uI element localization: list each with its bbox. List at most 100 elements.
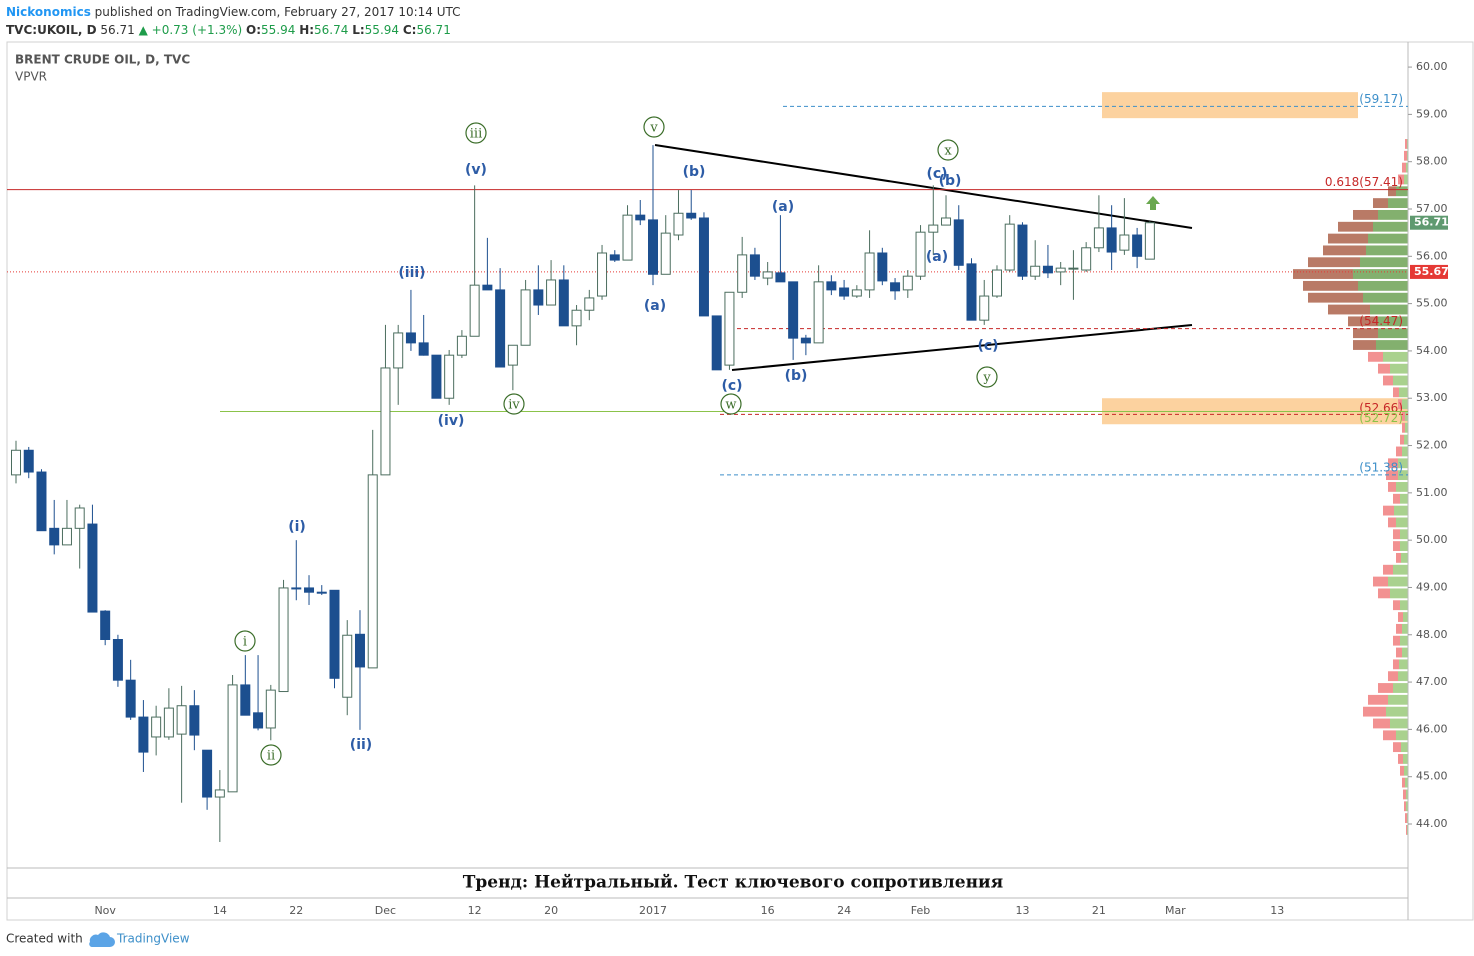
profile-down bbox=[1400, 765, 1404, 776]
candle-body bbox=[202, 749, 213, 798]
target-zone bbox=[1102, 92, 1358, 119]
profile-up bbox=[1402, 647, 1408, 658]
candle-body bbox=[698, 217, 709, 317]
profile-down bbox=[1378, 588, 1390, 599]
symbol: TVC:UKOIL, D bbox=[6, 23, 97, 37]
footer-created: Created with bbox=[6, 932, 83, 946]
candle-body bbox=[928, 224, 939, 233]
profile-down bbox=[1383, 564, 1393, 575]
candle-body bbox=[176, 705, 187, 735]
x-tick-label: 20 bbox=[544, 904, 558, 917]
x-tick-label: Mar bbox=[1165, 904, 1186, 917]
y-tick-label: 59.00 bbox=[1416, 107, 1448, 120]
candle-body bbox=[597, 252, 608, 297]
banner: Тренд: Нейтральный. Тест ключевого сопро… bbox=[463, 873, 1003, 893]
profile-down bbox=[1373, 198, 1388, 208]
candle-body bbox=[125, 679, 136, 718]
candle-body bbox=[482, 284, 493, 291]
profile-up bbox=[1396, 186, 1408, 197]
candle-body bbox=[151, 716, 162, 738]
profile-up bbox=[1403, 754, 1408, 764]
profile-up bbox=[1373, 221, 1408, 232]
profile-down bbox=[1308, 257, 1360, 268]
candle-body bbox=[839, 287, 850, 297]
candle-body bbox=[635, 214, 646, 221]
wave-circle bbox=[465, 122, 487, 144]
profile-up bbox=[1400, 529, 1408, 540]
profile-down bbox=[1396, 647, 1402, 658]
author[interactable]: Nickonomics bbox=[6, 5, 91, 19]
x-tick-label: Dec bbox=[375, 904, 396, 917]
symbol-line: TVC:UKOIL, D 56.71 ▲ +0.73 (+1.3%) O:55.… bbox=[6, 23, 451, 37]
logo bbox=[89, 932, 115, 947]
candle-body bbox=[163, 707, 174, 738]
candle-body bbox=[558, 279, 569, 327]
change-arrow: ▲ bbox=[139, 23, 149, 37]
wave-label: (v) bbox=[465, 162, 487, 178]
candle-body bbox=[686, 212, 697, 219]
candle-body bbox=[851, 289, 862, 297]
candle-body bbox=[622, 214, 633, 261]
wave-circle bbox=[976, 366, 998, 388]
profile-up bbox=[1396, 730, 1408, 741]
level-label: (51.38) bbox=[1359, 460, 1403, 474]
y-tick-label: 48.00 bbox=[1416, 628, 1448, 641]
candle-body bbox=[253, 712, 264, 729]
candle-body bbox=[1068, 267, 1079, 270]
profile-up bbox=[1406, 789, 1408, 800]
wave-label: (c) bbox=[721, 378, 742, 394]
profile-down bbox=[1388, 186, 1396, 197]
profile-down bbox=[1393, 659, 1399, 670]
profile-up bbox=[1404, 765, 1408, 776]
x-tick-label: 16 bbox=[761, 904, 775, 917]
candle-body bbox=[1030, 265, 1041, 277]
candle-body bbox=[788, 281, 799, 339]
candle-body bbox=[431, 354, 442, 399]
candle-body bbox=[418, 342, 429, 356]
wave-circle bbox=[937, 139, 959, 161]
profile-up bbox=[1378, 328, 1408, 339]
y-tick-label: 46.00 bbox=[1416, 722, 1448, 735]
wave-label: (c) bbox=[977, 338, 998, 354]
wave-label: (a) bbox=[644, 298, 666, 314]
wave-label: (a) bbox=[772, 199, 794, 215]
level-label: (52.72) bbox=[1359, 411, 1403, 425]
candle-body bbox=[304, 587, 315, 593]
profile-up bbox=[1402, 399, 1408, 410]
candle-body bbox=[342, 634, 353, 698]
wave-label-circled: w bbox=[725, 398, 736, 413]
profile-up bbox=[1390, 588, 1408, 599]
wave-label: (iii) bbox=[398, 265, 425, 281]
profile-up bbox=[1403, 612, 1408, 622]
candle-body bbox=[1081, 247, 1092, 271]
profile-down bbox=[1368, 694, 1388, 705]
profile-down bbox=[1398, 399, 1402, 410]
candle-body bbox=[813, 281, 824, 344]
wave-label-circled: iii bbox=[470, 127, 482, 142]
profile-up bbox=[1388, 576, 1408, 587]
wave-label-circled: y bbox=[982, 371, 991, 386]
profile-down bbox=[1373, 576, 1388, 587]
y-tick-label: 53.00 bbox=[1416, 391, 1448, 404]
profile-down bbox=[1328, 304, 1370, 315]
candle-body bbox=[1106, 227, 1117, 253]
candle-body bbox=[890, 282, 901, 292]
footer-brand[interactable]: TradingView bbox=[116, 932, 190, 946]
profile-down bbox=[1396, 446, 1402, 457]
candle-body bbox=[316, 591, 327, 594]
profile-up bbox=[1386, 706, 1408, 717]
candle-body bbox=[240, 684, 251, 716]
profile-down bbox=[1400, 434, 1404, 445]
candle-body bbox=[749, 254, 760, 277]
candle-body bbox=[673, 212, 684, 236]
price-badge-label: 56.71 bbox=[1414, 216, 1449, 229]
candle-body bbox=[800, 337, 811, 344]
candle-body bbox=[444, 354, 455, 399]
price-badge-label: 55.67 bbox=[1414, 265, 1449, 278]
y-tick-label: 54.00 bbox=[1416, 344, 1448, 357]
profile-down bbox=[1353, 328, 1378, 339]
profile-down bbox=[1388, 517, 1396, 528]
profile-down bbox=[1353, 340, 1376, 350]
profile-up bbox=[1383, 351, 1408, 362]
